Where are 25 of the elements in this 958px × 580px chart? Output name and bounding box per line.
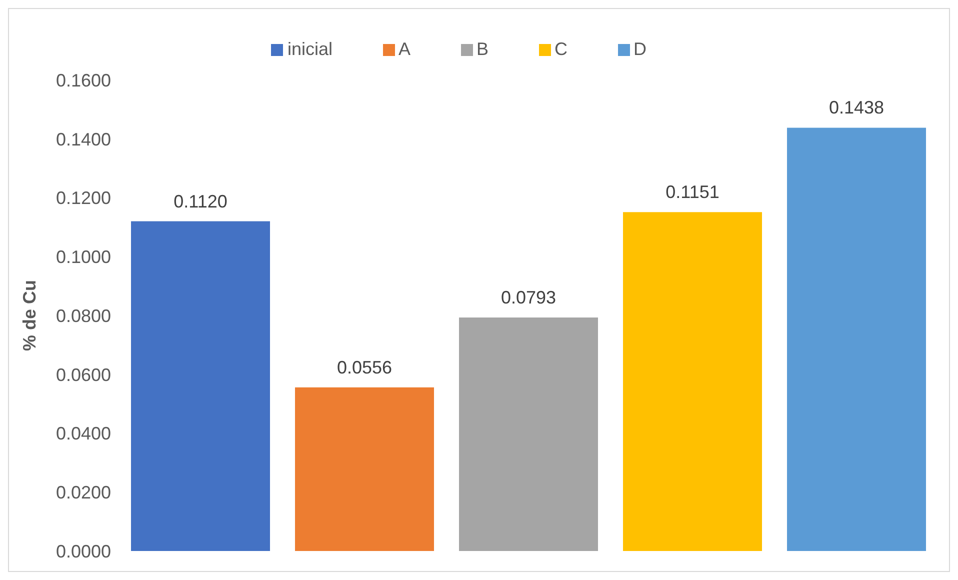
legend-label: C: [554, 39, 568, 59]
legend-label: A: [398, 39, 411, 59]
bar: [459, 318, 598, 551]
data-label: 0.1151: [666, 182, 720, 202]
data-label: 0.1438: [828, 98, 884, 118]
bar: [131, 221, 270, 551]
y-tick-label: 0.0200: [56, 482, 111, 503]
bar: [787, 128, 926, 551]
legend-label: B: [476, 39, 489, 59]
y-tick-label: 0.0800: [56, 306, 111, 326]
y-tick-label: 0.0400: [56, 424, 111, 444]
data-label: 0.0793: [500, 288, 556, 308]
y-axis-title: % de Cu: [19, 280, 40, 352]
y-tick-label: 0.0600: [56, 364, 111, 385]
legend-label: inicial: [287, 39, 332, 59]
y-tick-label: 0.1600: [56, 70, 111, 90]
bar: [623, 212, 762, 551]
y-tick-label: 0.1000: [56, 247, 111, 268]
y-tick-label: 0.1400: [56, 129, 111, 150]
data-label: 0.1120: [174, 191, 228, 212]
legend-label: D: [634, 39, 647, 59]
y-tick-label: 0.1200: [56, 188, 111, 208]
y-tick-label: 0.0000: [56, 541, 111, 562]
data-label: 0.0556: [336, 357, 392, 378]
bar: [295, 387, 434, 551]
